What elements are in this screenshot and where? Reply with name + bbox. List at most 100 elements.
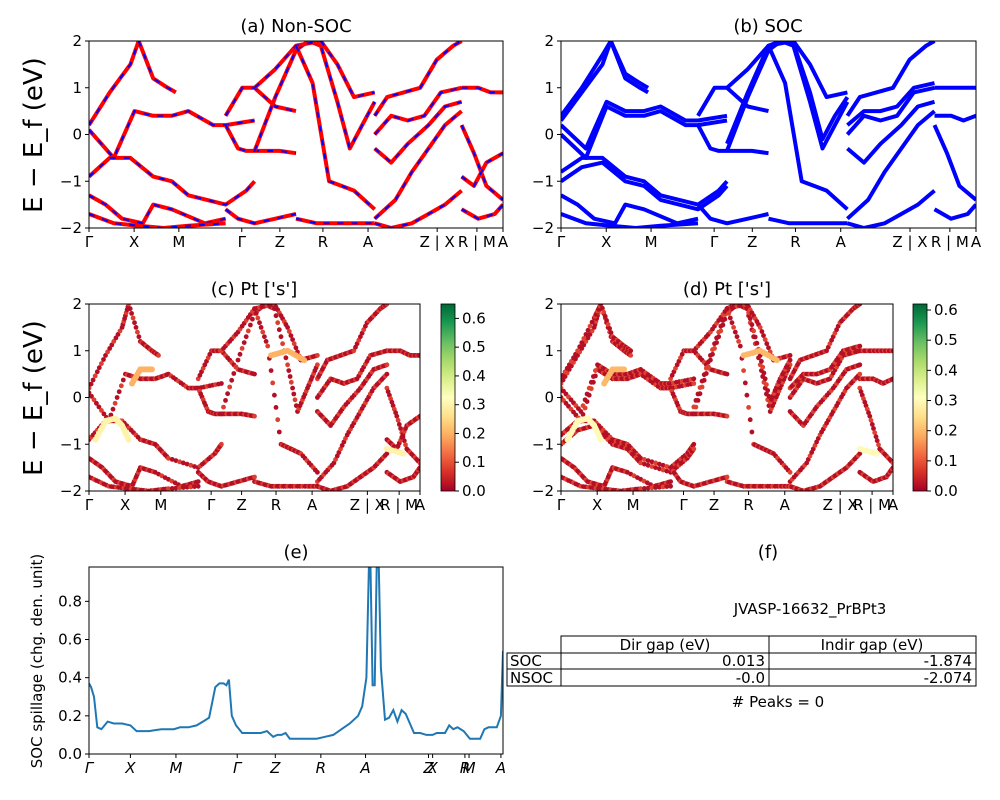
projection-point [111, 339, 117, 344]
projection-point [649, 464, 655, 469]
band-line [932, 124, 976, 202]
projection-point [714, 335, 719, 341]
projection-point [762, 376, 768, 382]
projection-point [712, 341, 717, 347]
projection-point [177, 485, 183, 491]
panel-b-xtick-label: Z [747, 233, 757, 251]
projection-point [135, 329, 140, 335]
panel-d-ytick-label: −1 [532, 435, 554, 453]
projection-point [173, 458, 179, 463]
projection-point [96, 404, 102, 410]
projection-point [384, 304, 390, 307]
projection-point [225, 391, 231, 397]
spillage-line [89, 567, 503, 740]
band-line [766, 44, 849, 211]
projection-point [291, 391, 297, 397]
projection-point [691, 446, 697, 452]
panel-d-xtick-label: R [743, 496, 753, 514]
projection-point [761, 370, 767, 376]
table-row-nsoc-label: NSOC [510, 669, 553, 687]
projection-point [221, 404, 226, 410]
projection-point [660, 462, 666, 468]
projection-point [746, 405, 751, 410]
projection-point [184, 461, 190, 467]
projection-point [398, 426, 403, 431]
projection-point [286, 368, 292, 373]
band-line [696, 85, 769, 117]
projection-point [890, 348, 893, 354]
band-line-red [223, 85, 297, 117]
band-line [846, 109, 936, 221]
projection-point [710, 347, 715, 352]
projection-point [257, 320, 262, 326]
projection-point [645, 485, 651, 491]
colorbar-tick-label: 0.3 [934, 392, 958, 410]
projection-point [136, 334, 142, 340]
projection-point [691, 441, 697, 447]
panel-a-xtick-label: X [129, 233, 139, 251]
band-line [846, 189, 936, 228]
projection-point [166, 455, 171, 461]
projection-point [578, 409, 584, 414]
projection-point [736, 339, 741, 344]
panel-c-xtick-label: R | M [380, 496, 418, 514]
projection-point [872, 430, 878, 435]
projection-point [741, 368, 746, 373]
panel-c-xtick-label: Γ [85, 496, 94, 514]
projection-point [724, 474, 730, 480]
panel-e-xtick-label: Γ [233, 759, 243, 777]
panel-b-xtick-label: Γ [557, 233, 566, 251]
projection-point [608, 330, 614, 335]
band-line-red [89, 212, 226, 228]
projection-point [89, 381, 94, 387]
projection-point [195, 479, 201, 484]
projection-point [645, 462, 651, 468]
projection-point [283, 355, 289, 361]
projection-point [184, 484, 190, 490]
table-row-nsoc-cell-2 [768, 668, 977, 687]
projection-point [275, 417, 281, 423]
panel-b-xtick-label: R [790, 233, 800, 251]
colorbar-tick-label: 0.5 [462, 338, 486, 356]
band-line-blue-dashed [374, 110, 463, 220]
projection-point [691, 411, 697, 417]
band-line-blue-dashed [89, 156, 256, 206]
projection-point [108, 412, 114, 418]
projection-point [668, 483, 673, 489]
projection-point [258, 325, 264, 330]
projection-point [290, 337, 295, 342]
projection-point [270, 380, 276, 386]
band-line [561, 41, 650, 117]
projection-point [166, 486, 171, 491]
band-line-blue-dashed [461, 203, 503, 220]
projection-point [645, 458, 651, 463]
projection-point [315, 362, 320, 368]
projection-point [252, 371, 257, 377]
projection-point [660, 484, 666, 490]
band-line [561, 104, 728, 160]
band-line-blue-dashed [374, 100, 462, 164]
projection-point [280, 341, 285, 347]
projection-point [94, 400, 99, 406]
projection-point [601, 309, 607, 315]
peaks-label: # Peaks = 0 [732, 693, 824, 711]
projection-point [188, 484, 194, 490]
panel-a-xtick-label: Γ [85, 233, 94, 251]
panel-e-xtick-label: A [495, 759, 506, 777]
panel-c-xtick-label: A [307, 496, 318, 514]
projection-point-highlight [873, 450, 880, 457]
projection-point [726, 311, 732, 316]
projection-point [705, 359, 711, 365]
panel-d-xtick-label: Γ [557, 496, 566, 514]
projection-point [101, 411, 107, 417]
projection-point [315, 353, 320, 358]
projection-point [607, 326, 612, 331]
projection-point [290, 385, 295, 391]
projection-point [287, 374, 293, 379]
projection-point [699, 378, 705, 384]
projection-point [126, 304, 132, 307]
projection-point [642, 457, 647, 462]
projection-point [587, 332, 593, 337]
